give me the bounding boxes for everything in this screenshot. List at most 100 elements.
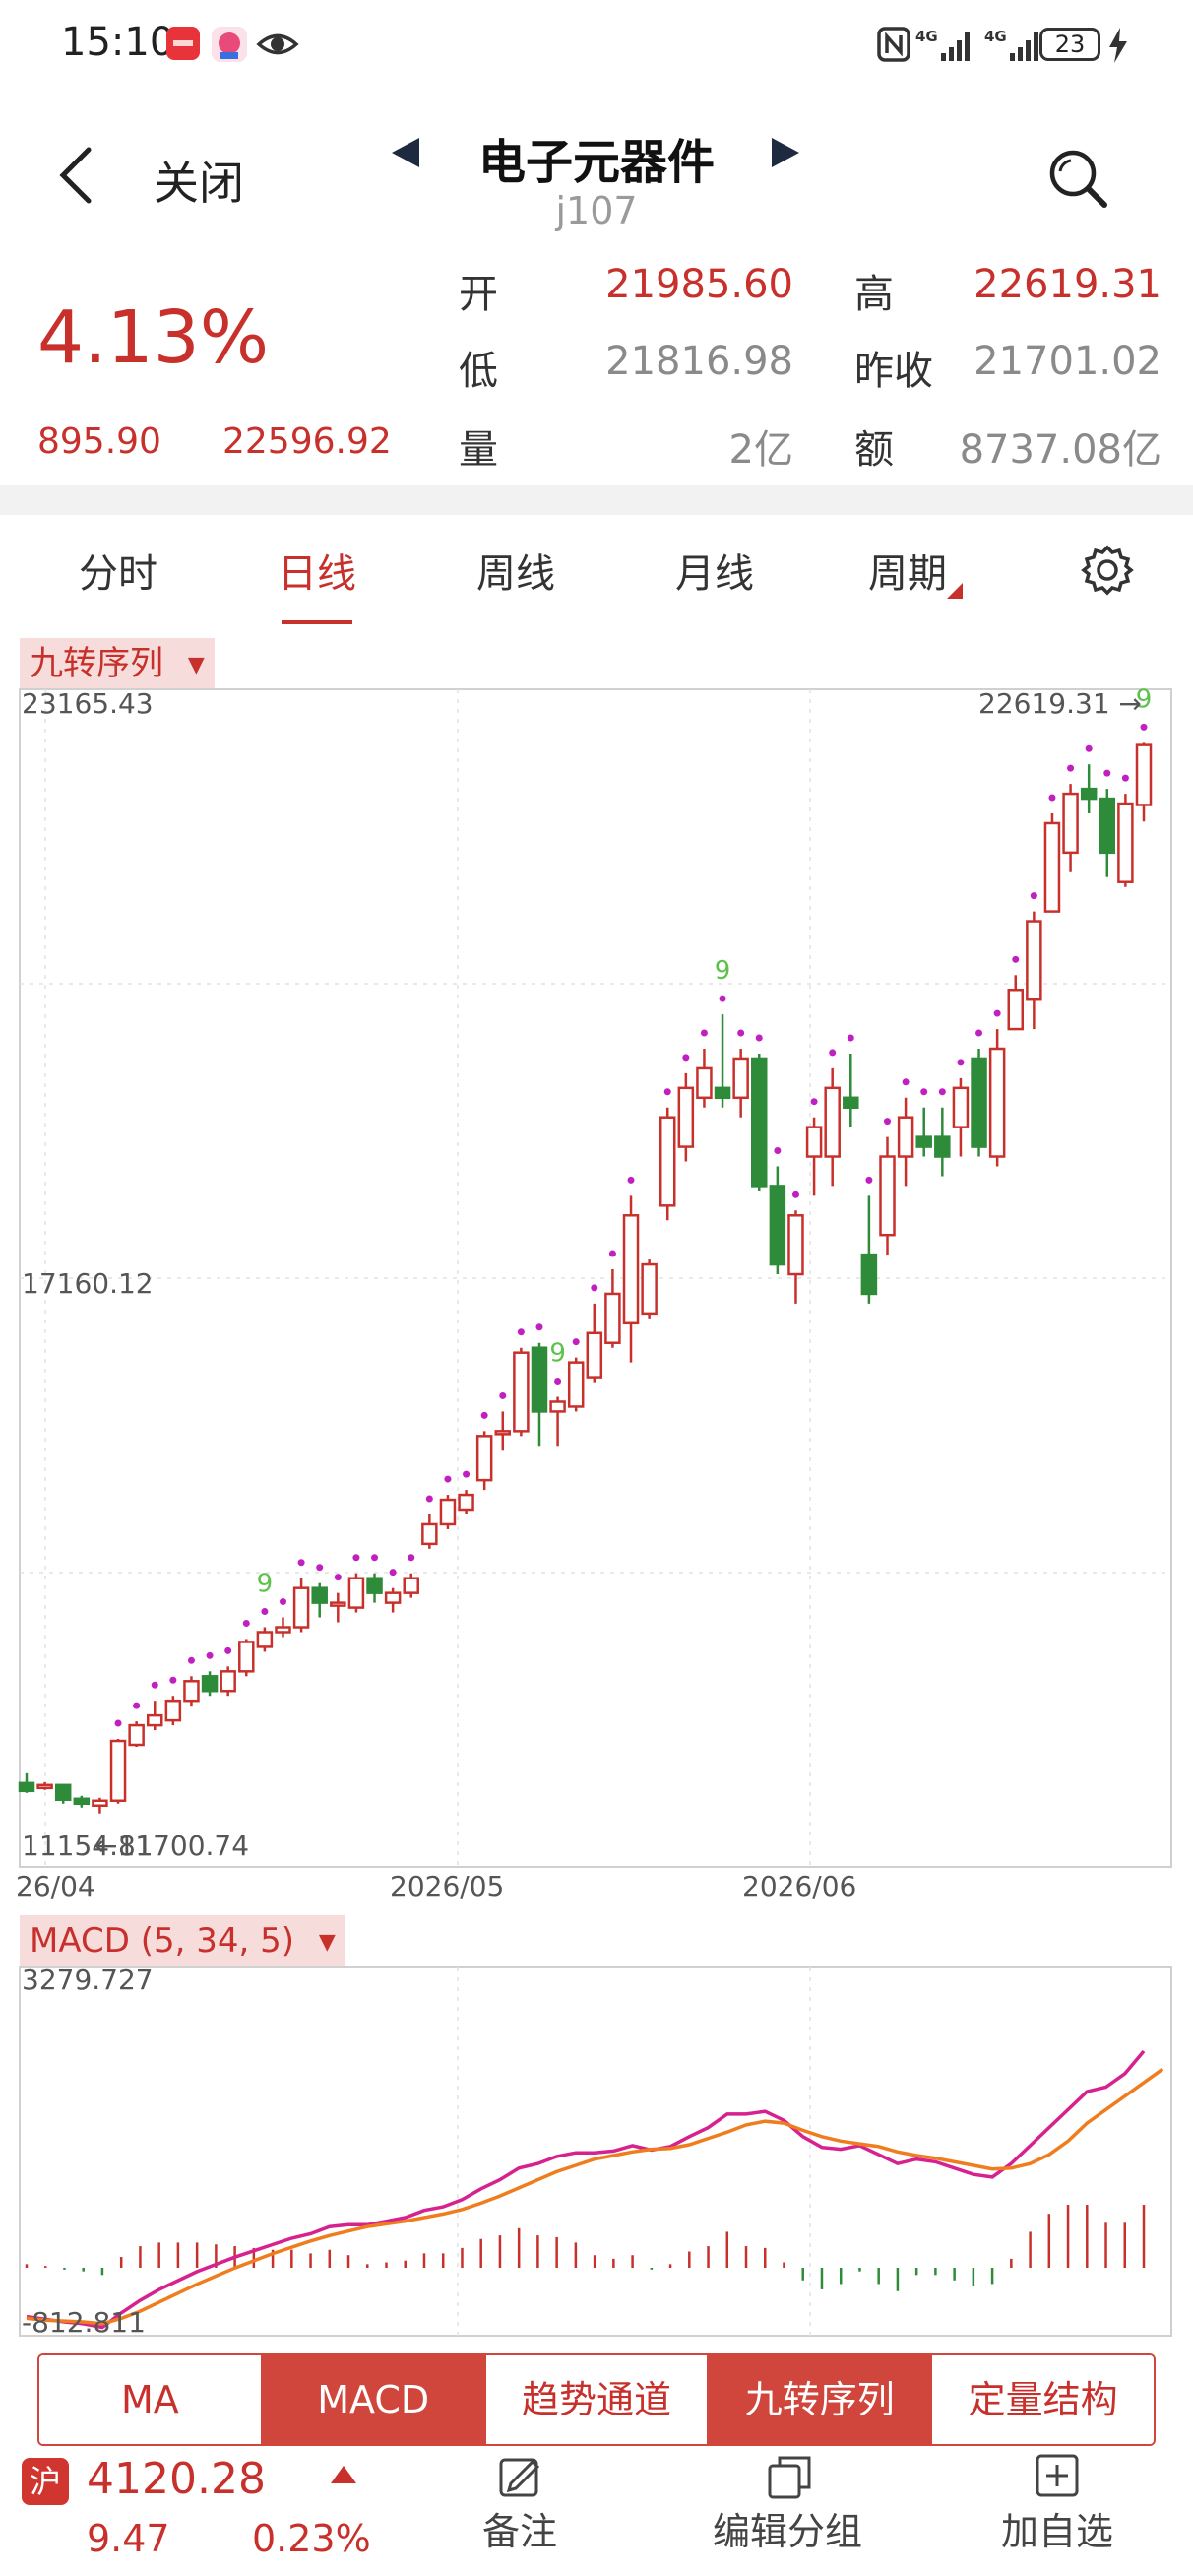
candle bbox=[531, 1346, 548, 1413]
active-tab-indicator bbox=[282, 620, 352, 624]
td-dot bbox=[316, 1564, 324, 1572]
candle bbox=[292, 1586, 310, 1629]
candle bbox=[1135, 743, 1153, 806]
nfc-icon bbox=[876, 26, 911, 65]
td-dot bbox=[425, 1495, 433, 1503]
signal-icon-2: 4G bbox=[984, 26, 1045, 65]
td-dot bbox=[261, 1608, 269, 1616]
trend-channel-button[interactable]: 趋势通道 bbox=[485, 2355, 710, 2444]
candle bbox=[586, 1331, 603, 1379]
candle bbox=[513, 1351, 530, 1433]
sub-indicator-tag[interactable]: MACD (5, 34, 5) ▼ bbox=[20, 1915, 345, 1966]
candle bbox=[879, 1155, 896, 1237]
td-dot bbox=[114, 1719, 122, 1727]
open-label: 开 bbox=[459, 272, 498, 317]
candle bbox=[604, 1292, 621, 1344]
candle bbox=[458, 1493, 474, 1512]
change-value: 895.90 bbox=[37, 421, 161, 462]
index-percent: 0.23% bbox=[252, 2517, 371, 2560]
candle bbox=[403, 1577, 419, 1594]
td-dot bbox=[371, 1554, 379, 1562]
td-nine-label: 9 bbox=[257, 1570, 274, 1599]
tab-weekly[interactable]: 周线 bbox=[476, 551, 555, 597]
td-dot bbox=[133, 1702, 141, 1709]
charging-icon bbox=[1106, 26, 1130, 65]
search-icon[interactable] bbox=[1047, 148, 1108, 213]
td-dot bbox=[810, 1098, 818, 1106]
td-sequential-button[interactable]: 九转序列 bbox=[709, 2355, 933, 2444]
note-icon[interactable] bbox=[497, 2454, 544, 2505]
td-dot bbox=[1103, 769, 1111, 777]
candle bbox=[439, 1498, 457, 1526]
index-change: 9.47 bbox=[87, 2517, 170, 2560]
td-dot bbox=[1030, 892, 1037, 900]
candle bbox=[696, 1066, 713, 1100]
signal-icon: 4G bbox=[915, 26, 976, 65]
td-dot bbox=[408, 1554, 415, 1562]
candle bbox=[934, 1135, 951, 1158]
y-mid-label: 17160.12 bbox=[22, 1267, 154, 1300]
td-dot bbox=[755, 1034, 763, 1042]
close-button[interactable]: 关闭 bbox=[154, 157, 244, 210]
td-dot bbox=[279, 1598, 286, 1606]
td-dot bbox=[480, 1411, 488, 1419]
candle bbox=[988, 1047, 1006, 1158]
td-dot bbox=[1048, 794, 1056, 802]
x-label: 2026/05 bbox=[390, 1870, 504, 1902]
td-dot bbox=[334, 1574, 342, 1581]
td-dot bbox=[847, 1034, 854, 1042]
td-dot bbox=[1085, 744, 1093, 752]
candle bbox=[311, 1586, 328, 1604]
td-dot bbox=[242, 1619, 250, 1627]
candle bbox=[347, 1577, 365, 1609]
dropdown-icon: ▼ bbox=[187, 652, 205, 677]
td-dot bbox=[920, 1088, 928, 1096]
period-dropdown-icon bbox=[947, 583, 963, 603]
edit-group-button[interactable]: 编辑分组 bbox=[712, 2510, 862, 2553]
td-dot bbox=[737, 1029, 745, 1037]
y-max-label: 23165.43 bbox=[22, 687, 154, 720]
candle bbox=[421, 1522, 438, 1546]
next-stock-icon[interactable] bbox=[768, 136, 803, 173]
page-title: 电子元器件 bbox=[477, 135, 715, 190]
index-value[interactable]: 4120.28 bbox=[87, 2454, 266, 2504]
main-indicator-tag[interactable]: 九转序列 ▼ bbox=[20, 638, 215, 689]
prev-close-label: 昨收 bbox=[854, 349, 933, 394]
low-value: 21816.98 bbox=[605, 339, 793, 384]
td-dot bbox=[884, 1118, 892, 1126]
prev-stock-icon[interactable] bbox=[388, 136, 423, 173]
ma-button[interactable]: MA bbox=[39, 2355, 263, 2444]
gear-icon[interactable] bbox=[1081, 544, 1134, 601]
status-bar: 15:10 4G 4G 23 bbox=[0, 0, 1193, 98]
tab-period[interactable]: 周期 bbox=[868, 551, 947, 597]
td-dot bbox=[463, 1470, 471, 1478]
add-watchlist-icon[interactable] bbox=[1034, 2452, 1081, 2503]
kline-chart[interactable]: 9 9 9 9 23165.43 17160.12 11154.81←11700.74 22… bbox=[0, 630, 1193, 2344]
candle bbox=[787, 1214, 804, 1276]
td-dot bbox=[663, 1088, 671, 1096]
quant-structure-button[interactable]: 定量结构 bbox=[932, 2355, 1154, 2444]
candle bbox=[475, 1435, 493, 1482]
tab-monthly[interactable]: 月线 bbox=[675, 551, 754, 597]
high-value: 22619.31 bbox=[973, 262, 1162, 307]
add-watchlist-button[interactable]: 加自选 bbox=[1000, 2510, 1113, 2553]
macd-frame bbox=[19, 1966, 1172, 2337]
edit-group-icon[interactable] bbox=[766, 2452, 815, 2505]
td-dot bbox=[608, 1250, 616, 1257]
status-time: 15:10 bbox=[61, 20, 175, 65]
td-dot bbox=[938, 1088, 946, 1096]
candle bbox=[1062, 792, 1079, 855]
amount-label: 额 bbox=[854, 427, 894, 473]
last-price: 22596.92 bbox=[222, 421, 392, 462]
tab-intraday[interactable]: 分时 bbox=[79, 551, 157, 597]
macd-y-min-label: -812.811 bbox=[22, 2306, 146, 2339]
macd-line bbox=[26, 2067, 1164, 2326]
macd-button[interactable]: MACD bbox=[262, 2355, 486, 2444]
candle bbox=[641, 1262, 658, 1316]
tab-daily[interactable]: 日线 bbox=[278, 551, 356, 597]
note-button[interactable]: 备注 bbox=[481, 2510, 557, 2553]
main-indicator-label: 九转序列 bbox=[30, 644, 163, 683]
candle bbox=[897, 1116, 914, 1158]
high-label: 高 bbox=[854, 272, 894, 317]
back-icon[interactable] bbox=[55, 146, 94, 205]
